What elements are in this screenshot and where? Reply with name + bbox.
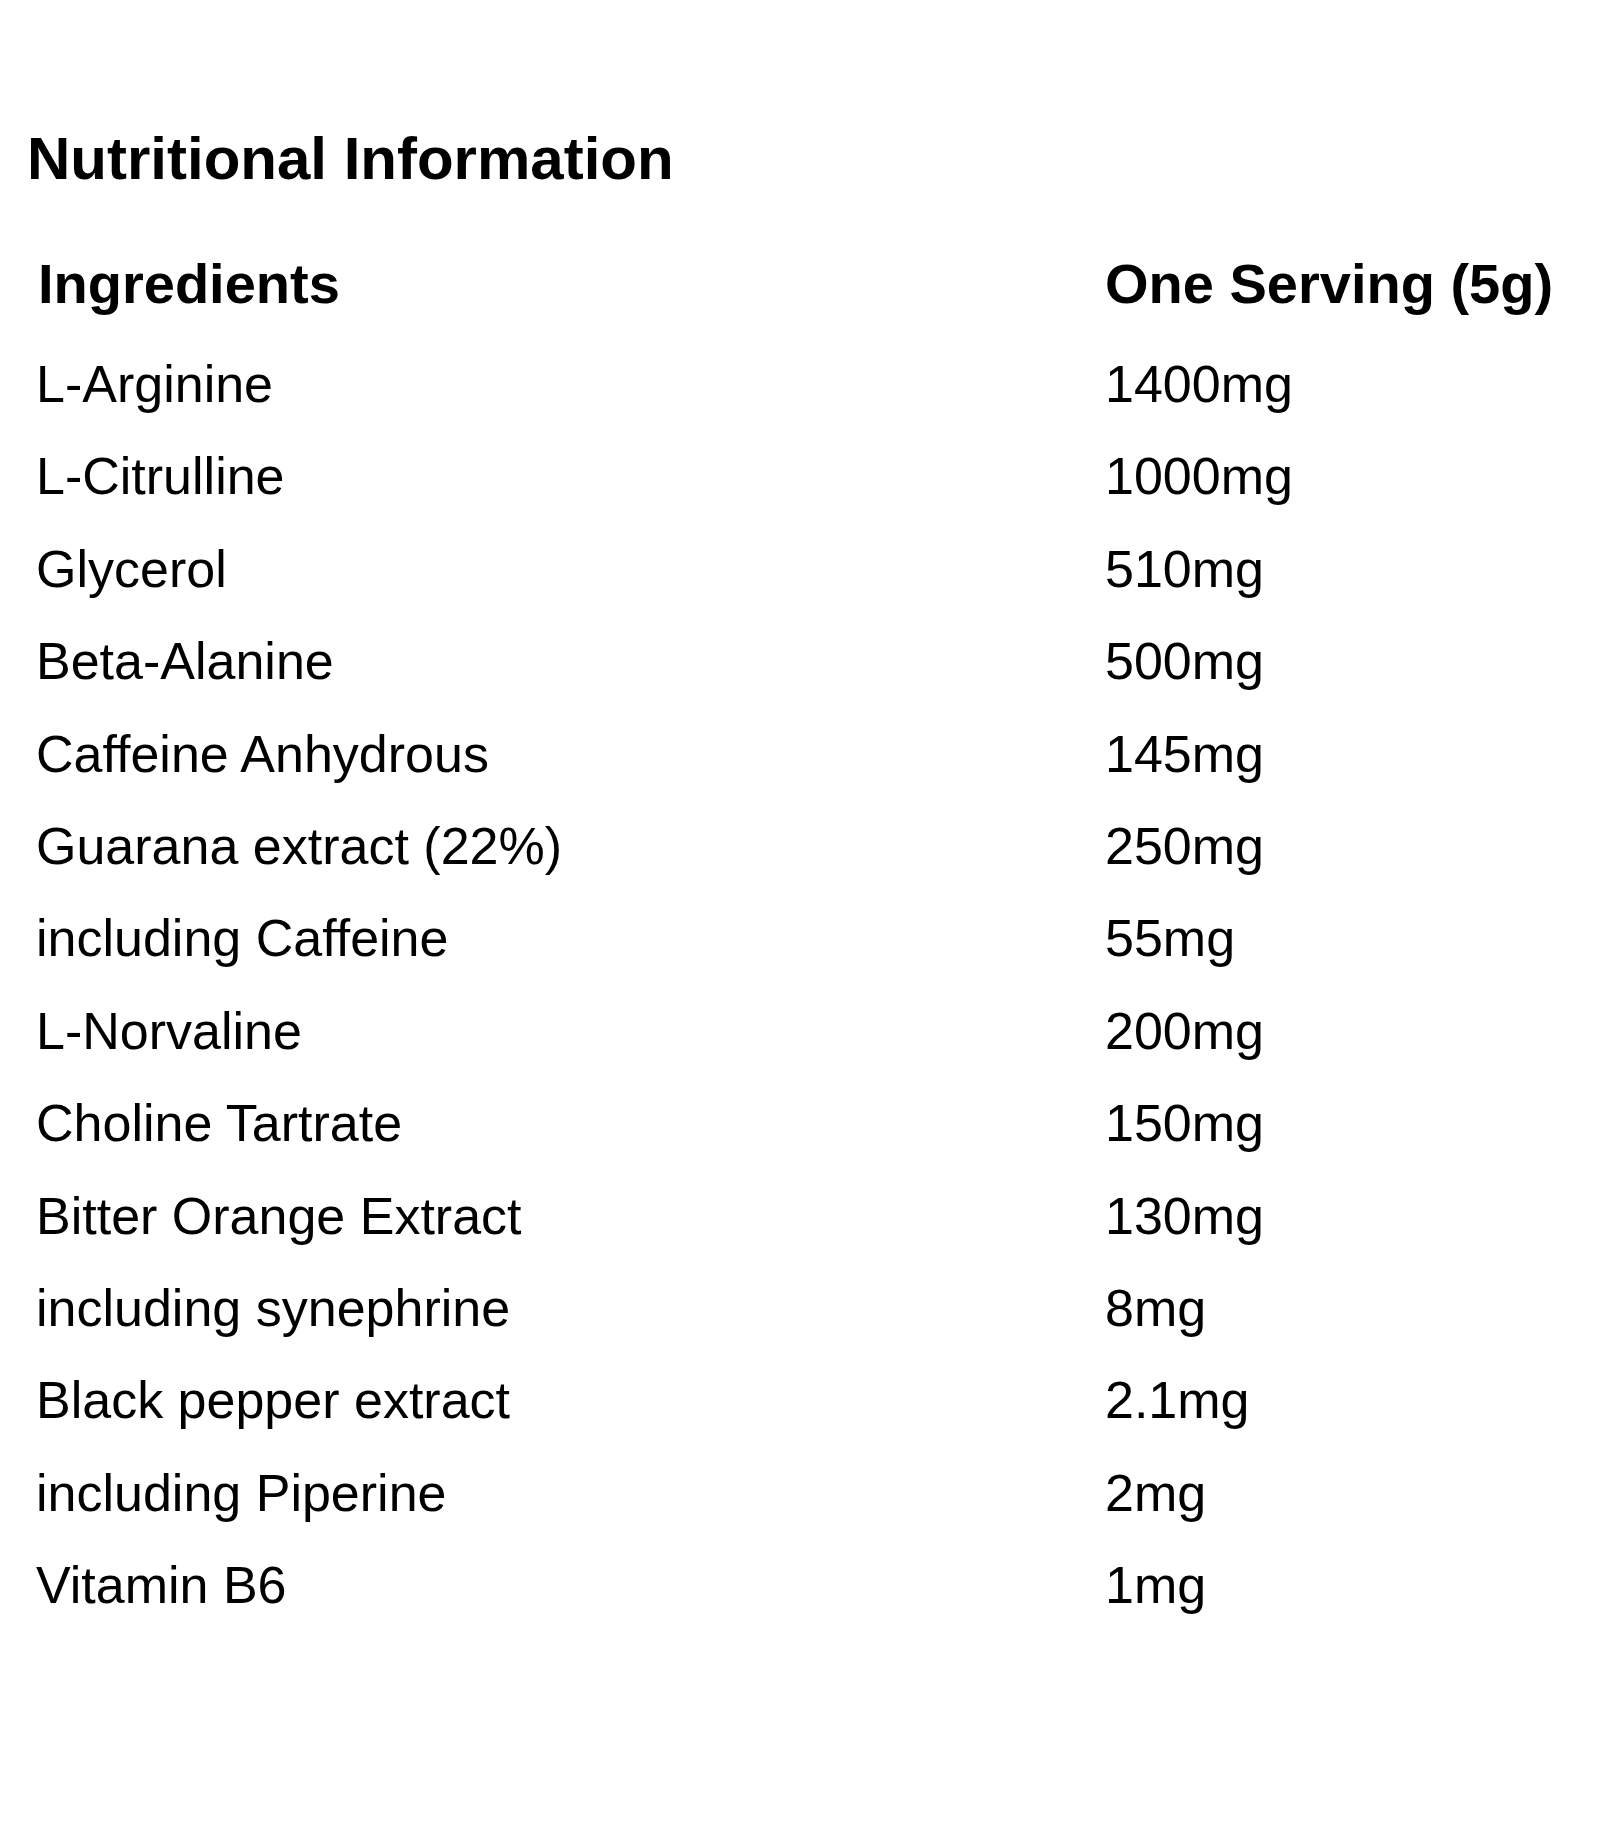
ingredient-name: L-Arginine: [36, 358, 273, 410]
ingredient-amount: 145mg: [1105, 728, 1264, 780]
ingredient-amount: 510mg: [1105, 543, 1264, 595]
ingredient-amount: 8mg: [1105, 1282, 1206, 1334]
ingredient-amount: 500mg: [1105, 635, 1264, 687]
ingredient-name: Guarana extract (22%): [36, 820, 562, 872]
ingredient-name: including synephrine: [36, 1282, 510, 1334]
ingredient-name: including Piperine: [36, 1467, 447, 1519]
ingredient-name: L-Citrulline: [36, 450, 285, 502]
page-title: Nutritional Information: [27, 129, 674, 189]
ingredient-name: including Caffeine: [36, 912, 448, 964]
ingredient-amount: 250mg: [1105, 820, 1264, 872]
table-row: Choline Tartrate 150mg: [0, 1097, 1600, 1190]
column-header-ingredients: Ingredients: [38, 256, 340, 312]
table-row: Vitamin B6 1mg: [0, 1559, 1600, 1652]
ingredient-amount: 130mg: [1105, 1190, 1264, 1242]
table-row: Guarana extract (22%) 250mg: [0, 820, 1600, 913]
ingredient-amount: 1mg: [1105, 1559, 1206, 1611]
table-row: Caffeine Anhydrous 145mg: [0, 728, 1600, 821]
table-row: Bitter Orange Extract 130mg: [0, 1190, 1600, 1283]
ingredient-amount: 150mg: [1105, 1097, 1264, 1149]
ingredient-name: L-Norvaline: [36, 1005, 302, 1057]
table-row: Black pepper extract 2.1mg: [0, 1374, 1600, 1467]
table-row: including Piperine 2mg: [0, 1467, 1600, 1560]
ingredient-name: Beta-Alanine: [36, 635, 334, 687]
ingredient-name: Bitter Orange Extract: [36, 1190, 522, 1242]
ingredient-amount: 1400mg: [1105, 358, 1293, 410]
ingredient-amount: 55mg: [1105, 912, 1235, 964]
column-header-serving: One Serving (5g): [1105, 256, 1553, 312]
ingredient-amount: 2.1mg: [1105, 1374, 1250, 1426]
table-row: Beta-Alanine 500mg: [0, 635, 1600, 728]
ingredient-amount: 200mg: [1105, 1005, 1264, 1057]
table-row: Glycerol 510mg: [0, 543, 1600, 636]
table-row: L-Citrulline 1000mg: [0, 450, 1600, 543]
ingredient-name: Choline Tartrate: [36, 1097, 402, 1149]
ingredient-name: Glycerol: [36, 543, 227, 595]
ingredient-name: Black pepper extract: [36, 1374, 510, 1426]
table-row: including synephrine 8mg: [0, 1282, 1600, 1375]
ingredient-name: Vitamin B6: [36, 1559, 287, 1611]
ingredient-amount: 1000mg: [1105, 450, 1293, 502]
ingredient-amount: 2mg: [1105, 1467, 1206, 1519]
table-row: L-Arginine 1400mg: [0, 358, 1600, 451]
table-row: including Caffeine 55mg: [0, 912, 1600, 1005]
ingredient-name: Caffeine Anhydrous: [36, 728, 489, 780]
table-row: L-Norvaline 200mg: [0, 1005, 1600, 1098]
